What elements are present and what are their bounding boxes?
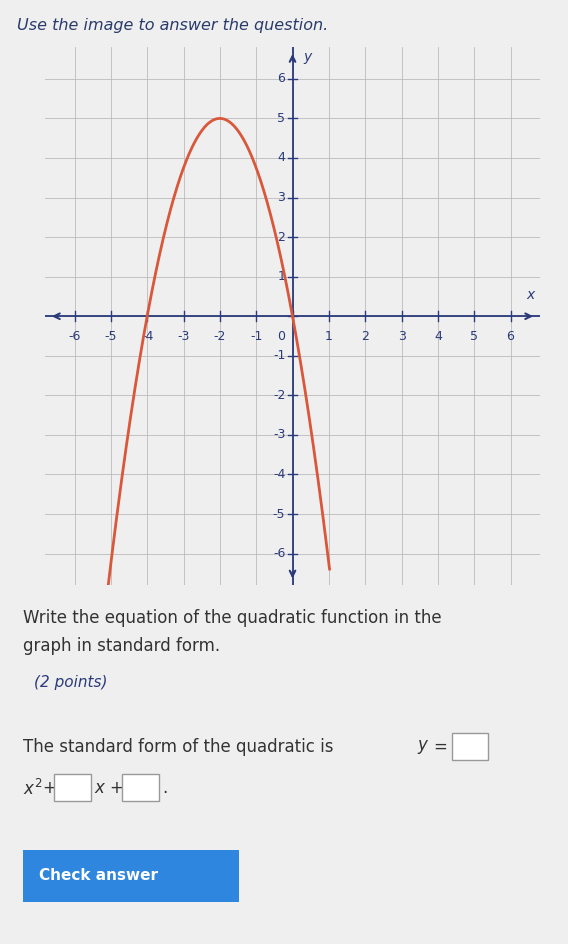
Text: 2: 2 (277, 230, 285, 244)
Text: 2: 2 (361, 330, 369, 343)
Text: 1: 1 (277, 270, 285, 283)
Text: +: + (109, 779, 123, 797)
Text: -1: -1 (250, 330, 262, 343)
Text: -3: -3 (177, 330, 190, 343)
Text: 0: 0 (277, 330, 285, 343)
Text: -2: -2 (214, 330, 226, 343)
Text: 6: 6 (507, 330, 515, 343)
Text: 6: 6 (277, 73, 285, 85)
Text: 4: 4 (434, 330, 442, 343)
Text: Write the equation of the quadratic function in the: Write the equation of the quadratic func… (23, 609, 441, 627)
Text: =: = (433, 738, 446, 756)
Text: 4: 4 (277, 151, 285, 164)
Text: 5: 5 (277, 112, 285, 125)
Text: .: . (162, 779, 167, 797)
Text: -6: -6 (68, 330, 81, 343)
Text: 3: 3 (277, 191, 285, 204)
Text: $y$: $y$ (417, 738, 430, 756)
Text: $x^2$: $x^2$ (23, 779, 42, 799)
Text: 5: 5 (470, 330, 478, 343)
Text: -6: -6 (273, 548, 285, 560)
Text: 3: 3 (398, 330, 406, 343)
FancyBboxPatch shape (1, 844, 260, 906)
Text: graph in standard form.: graph in standard form. (23, 637, 220, 655)
Text: -5: -5 (273, 508, 285, 520)
Text: Use the image to answer the question.: Use the image to answer the question. (17, 18, 328, 32)
Text: -5: -5 (105, 330, 117, 343)
Text: -1: -1 (273, 349, 285, 362)
Text: 1: 1 (325, 330, 333, 343)
Text: -3: -3 (273, 429, 285, 442)
Text: (2 points): (2 points) (34, 675, 107, 690)
Text: x: x (527, 289, 534, 302)
Text: Check answer: Check answer (39, 868, 158, 883)
Text: $x$: $x$ (94, 779, 106, 797)
Text: -4: -4 (141, 330, 153, 343)
Text: -4: -4 (273, 468, 285, 481)
Text: The standard form of the quadratic is: The standard form of the quadratic is (23, 738, 339, 756)
Text: -2: -2 (273, 389, 285, 402)
Text: +: + (43, 779, 56, 797)
Text: y: y (303, 50, 312, 64)
